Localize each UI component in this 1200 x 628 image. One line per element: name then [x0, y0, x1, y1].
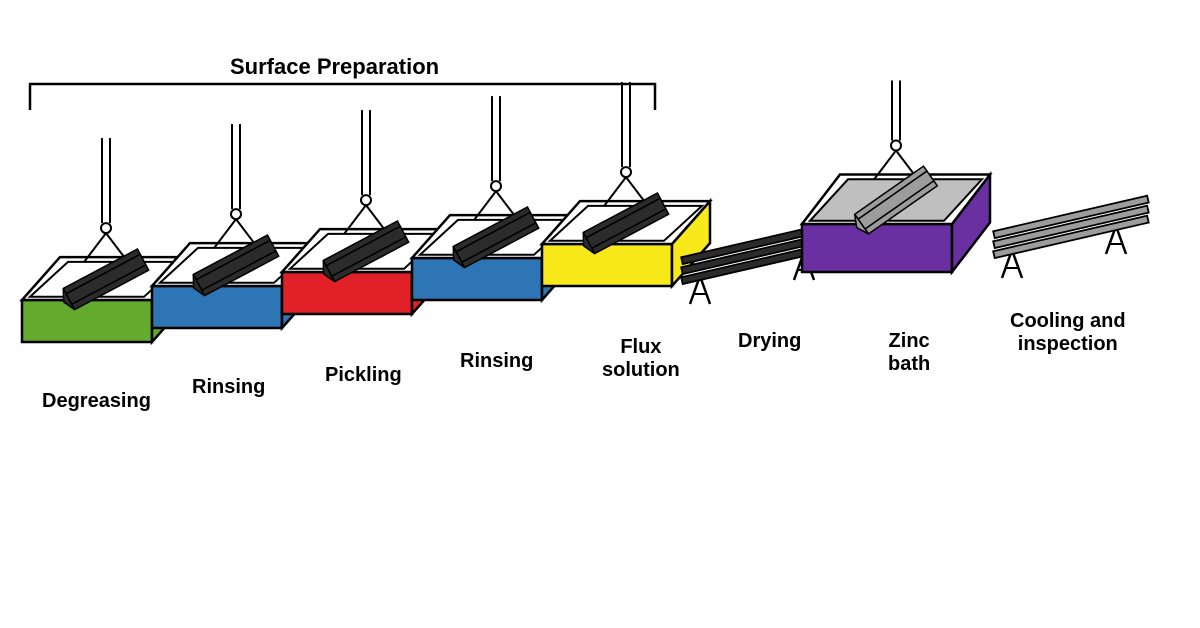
label-pickling: Pickling — [325, 364, 402, 387]
label-flux: Flux solution — [602, 336, 680, 382]
label-cooling: Cooling and inspection — [1010, 310, 1126, 356]
label-zincbath: Zinc bath — [888, 330, 930, 376]
group-label-surface-preparation: Surface Preparation — [230, 54, 439, 80]
label-degreasing: Degreasing — [42, 390, 151, 413]
label-rinsing1: Rinsing — [192, 376, 265, 399]
label-drying: Drying — [738, 330, 801, 353]
label-rinsing2: Rinsing — [460, 350, 533, 373]
